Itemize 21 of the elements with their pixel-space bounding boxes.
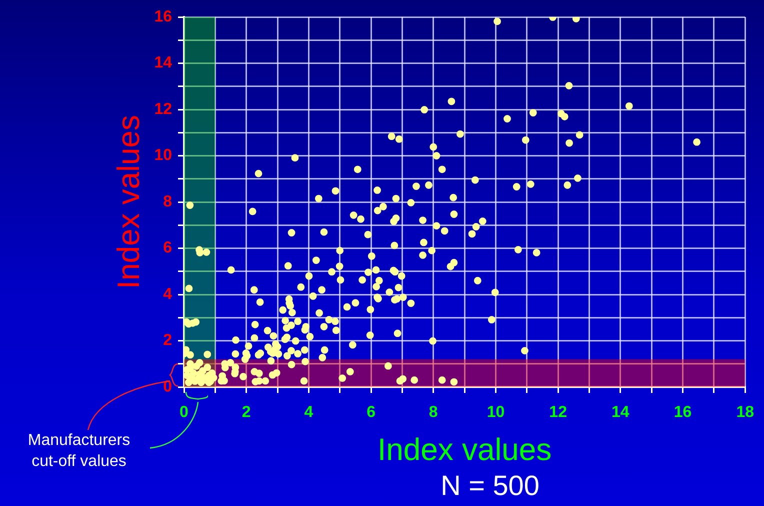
y-tick-label: 10 bbox=[154, 147, 172, 164]
x-tick-label: 6 bbox=[366, 404, 376, 422]
text: N = 500 bbox=[440, 470, 540, 502]
y-tick-label: 14 bbox=[154, 54, 172, 72]
x-tick-label: 10 bbox=[486, 404, 505, 422]
x-tick-label: 2 bbox=[242, 404, 251, 422]
x-axis-title: Index values bbox=[378, 432, 552, 467]
text: Manufacturers cut-off values bbox=[26, 431, 132, 472]
x-tick-label: 16 bbox=[674, 404, 692, 422]
y-tick-label: 2 bbox=[163, 332, 172, 350]
x-tick-label: 4 bbox=[304, 404, 314, 422]
x-tick-label: 14 bbox=[612, 404, 630, 422]
x-tick-label: 12 bbox=[549, 404, 568, 422]
y-tick-label: 12 bbox=[154, 100, 172, 118]
x-tick-label: 18 bbox=[736, 404, 754, 422]
y-axis-title: Index values bbox=[111, 114, 146, 290]
y-tick-label: 6 bbox=[163, 240, 172, 257]
x-tick-label: 8 bbox=[428, 404, 438, 422]
y-tick-label: 16 bbox=[154, 8, 172, 26]
y-tick-label: 8 bbox=[163, 193, 172, 210]
y-tick-label: 4 bbox=[163, 286, 172, 303]
